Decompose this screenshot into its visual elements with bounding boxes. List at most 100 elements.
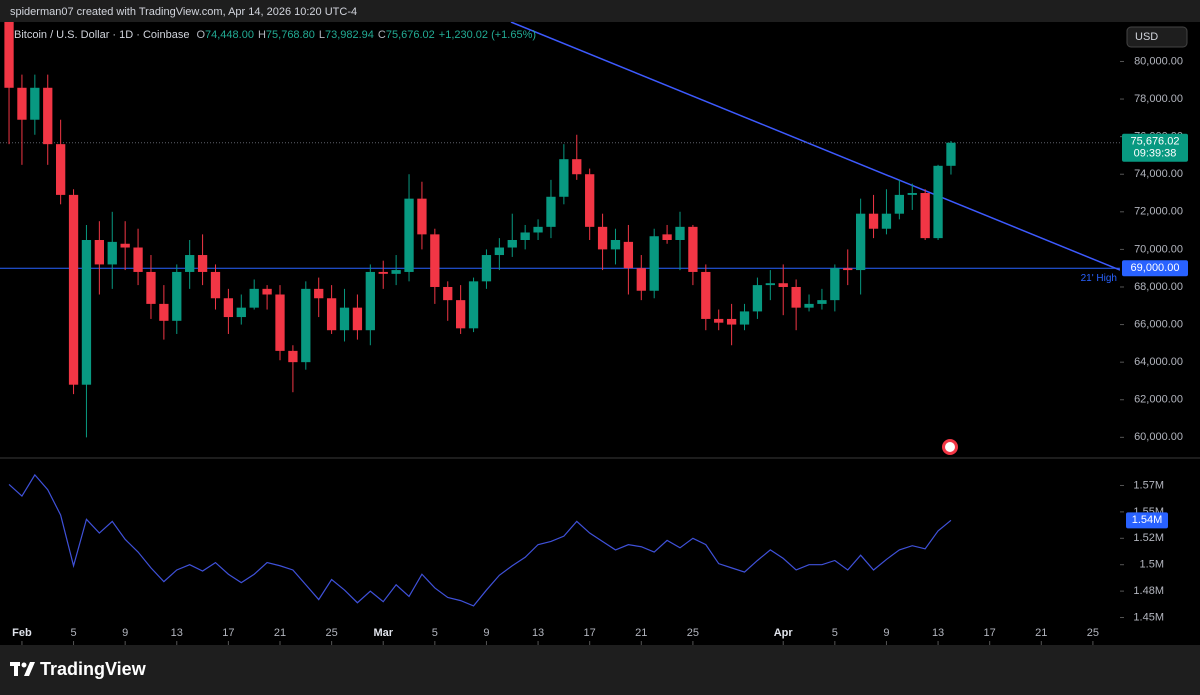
indicator-line bbox=[8, 473, 952, 607]
candle-body bbox=[662, 234, 672, 240]
candle-body bbox=[494, 247, 504, 256]
trendline bbox=[510, 22, 1120, 271]
x-tick-label: 25 bbox=[1087, 627, 1099, 639]
candle-body bbox=[507, 240, 517, 248]
candle-body bbox=[430, 234, 440, 287]
candle-body bbox=[456, 300, 466, 329]
candle-body bbox=[752, 285, 763, 312]
x-tick-label: Apr bbox=[774, 627, 794, 639]
y-tick-label: 1.45M bbox=[1133, 611, 1164, 623]
candle-body bbox=[520, 232, 530, 240]
ohlc-item: L73,982.94 bbox=[319, 29, 374, 41]
change: +1,230.02 (+1.65%) bbox=[438, 29, 537, 41]
y-tick-label: 1.52M bbox=[1133, 532, 1164, 544]
candle-body bbox=[391, 270, 401, 274]
price-label: 69,000.00 bbox=[1131, 262, 1180, 274]
y-tick-label: 72,000.00 bbox=[1134, 206, 1183, 218]
candle-body bbox=[481, 255, 492, 282]
x-tick-label: Feb bbox=[12, 627, 32, 639]
top-bar bbox=[0, 0, 1200, 22]
candle-body bbox=[649, 236, 659, 291]
candle-body bbox=[352, 307, 363, 331]
last-price-label: 75,676.02 bbox=[1131, 136, 1180, 148]
candle-body bbox=[30, 87, 40, 120]
candle-body bbox=[817, 300, 827, 304]
candle-body bbox=[907, 193, 917, 195]
candle-body bbox=[559, 159, 569, 197]
legend: Bitcoin / U.S. Dollar · 1D · Coinbase O7… bbox=[14, 29, 536, 41]
ohlc-key: H bbox=[257, 29, 266, 41]
x-tick-label: 9 bbox=[483, 627, 489, 639]
ohlc-value: 75,768.80 bbox=[265, 29, 315, 41]
y-tick-label: 64,000.00 bbox=[1134, 356, 1183, 368]
candle-body bbox=[585, 174, 595, 227]
y-tick-label: 66,000.00 bbox=[1134, 318, 1183, 330]
candle-body bbox=[610, 240, 621, 250]
candle-body bbox=[288, 350, 298, 363]
candle-body bbox=[920, 193, 930, 239]
candle-body bbox=[443, 286, 453, 301]
logo bbox=[10, 662, 35, 676]
candle-body bbox=[365, 271, 375, 331]
y-tick-label: 70,000.00 bbox=[1134, 243, 1183, 255]
candle-body bbox=[623, 241, 634, 269]
x-tick-label: 13 bbox=[171, 627, 183, 639]
x-tick-label: 5 bbox=[832, 627, 838, 639]
ohlc-value: 74,448.00 bbox=[205, 29, 254, 41]
x-tick-label: 25 bbox=[687, 627, 699, 639]
indicator-last-label: 1.54M bbox=[1132, 514, 1163, 526]
credit: spiderman07 created with TradingView.com… bbox=[10, 6, 357, 18]
candle-body bbox=[804, 303, 814, 308]
ohlc-value: 73,982.94 bbox=[324, 29, 374, 41]
y-tick-label: 78,000.00 bbox=[1134, 93, 1183, 105]
y-tick-label: 60,000.00 bbox=[1134, 431, 1183, 443]
candle-body bbox=[210, 271, 221, 299]
y-tick-label: 1.48M bbox=[1133, 585, 1164, 597]
candle-body bbox=[56, 144, 66, 195]
price-pane bbox=[0, 22, 1120, 438]
candle-body bbox=[43, 87, 53, 145]
x-tick-label: 9 bbox=[122, 627, 128, 639]
y-tick-label: 1.5M bbox=[1140, 559, 1164, 571]
candle-body bbox=[81, 240, 92, 385]
ohlc-key: L bbox=[318, 29, 325, 41]
x-tick-label: 21 bbox=[635, 627, 647, 639]
y-tick-label: 1.57M bbox=[1133, 479, 1164, 491]
candle-body bbox=[714, 318, 724, 323]
candle-body bbox=[597, 226, 608, 250]
currency-box[interactable] bbox=[1126, 26, 1188, 48]
candle-body bbox=[546, 196, 556, 227]
candle-body bbox=[249, 288, 259, 308]
currency: USD bbox=[1135, 31, 1158, 43]
candle-body bbox=[17, 87, 27, 120]
candle-body bbox=[275, 294, 285, 351]
x-tick-label: 13 bbox=[932, 627, 944, 639]
candle-body bbox=[739, 311, 750, 325]
candle-body bbox=[404, 198, 414, 272]
candle-body bbox=[765, 283, 775, 286]
ohlc-item: H75,768.80 bbox=[258, 29, 315, 41]
candle-body bbox=[120, 243, 130, 248]
y-tick-label: 80,000.00 bbox=[1134, 55, 1183, 67]
countdown: 09:39:38 bbox=[1134, 148, 1177, 160]
candle-body bbox=[68, 194, 79, 385]
candle-body bbox=[894, 194, 904, 214]
candle-body bbox=[378, 271, 388, 274]
candle-body bbox=[339, 307, 350, 331]
candle-body bbox=[946, 142, 956, 166]
candle-body bbox=[159, 303, 169, 321]
candle-body bbox=[4, 22, 14, 88]
x-tick-label: 21 bbox=[1035, 627, 1047, 639]
candle-body bbox=[856, 213, 866, 271]
y-tick-label: 68,000.00 bbox=[1134, 281, 1183, 293]
candle-body bbox=[688, 226, 698, 272]
x-tick-label: Mar bbox=[373, 627, 393, 639]
candle-body bbox=[572, 159, 582, 175]
last-price-box bbox=[1122, 133, 1188, 162]
x-tick-label: 25 bbox=[325, 627, 337, 639]
candle-body bbox=[701, 271, 711, 319]
candle-body bbox=[636, 268, 646, 291]
x-tick-label: 13 bbox=[532, 627, 544, 639]
candle-body bbox=[868, 213, 879, 229]
